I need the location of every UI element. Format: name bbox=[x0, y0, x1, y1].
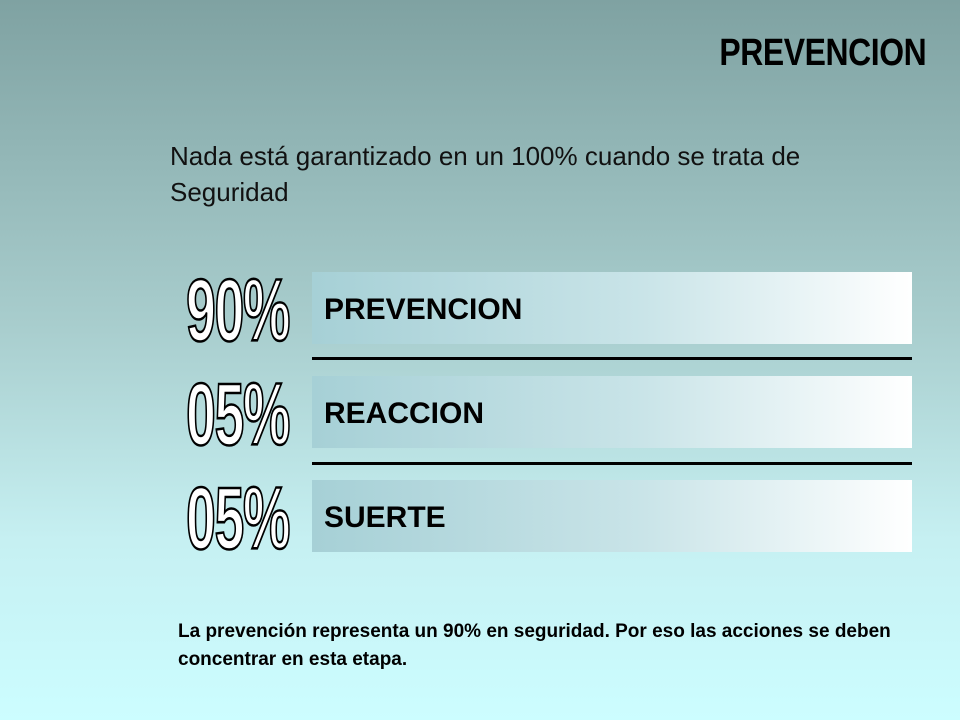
percent-prevencion: 90% bbox=[185, 262, 291, 360]
bar-reaccion: REACCION bbox=[312, 376, 912, 448]
divider-line bbox=[312, 462, 912, 465]
bar-label-prevencion: PREVENCION bbox=[324, 293, 523, 326]
percent-reaccion: 05% bbox=[185, 366, 291, 464]
bar-prevencion: PREVENCION bbox=[312, 272, 912, 344]
divider-line bbox=[312, 357, 912, 360]
bar-label-suerte: SUERTE bbox=[324, 501, 446, 534]
slide-subtitle: Nada está garantizado en un 100% cuando … bbox=[170, 141, 801, 207]
slide-title: PREVENCION bbox=[719, 32, 926, 74]
percent-suerte: 05% bbox=[185, 470, 291, 568]
bar-label-reaccion: REACCION bbox=[324, 397, 485, 430]
bar-suerte: SUERTE bbox=[312, 480, 912, 552]
slide-footer-note: La prevención representa un 90% en segur… bbox=[178, 621, 891, 670]
